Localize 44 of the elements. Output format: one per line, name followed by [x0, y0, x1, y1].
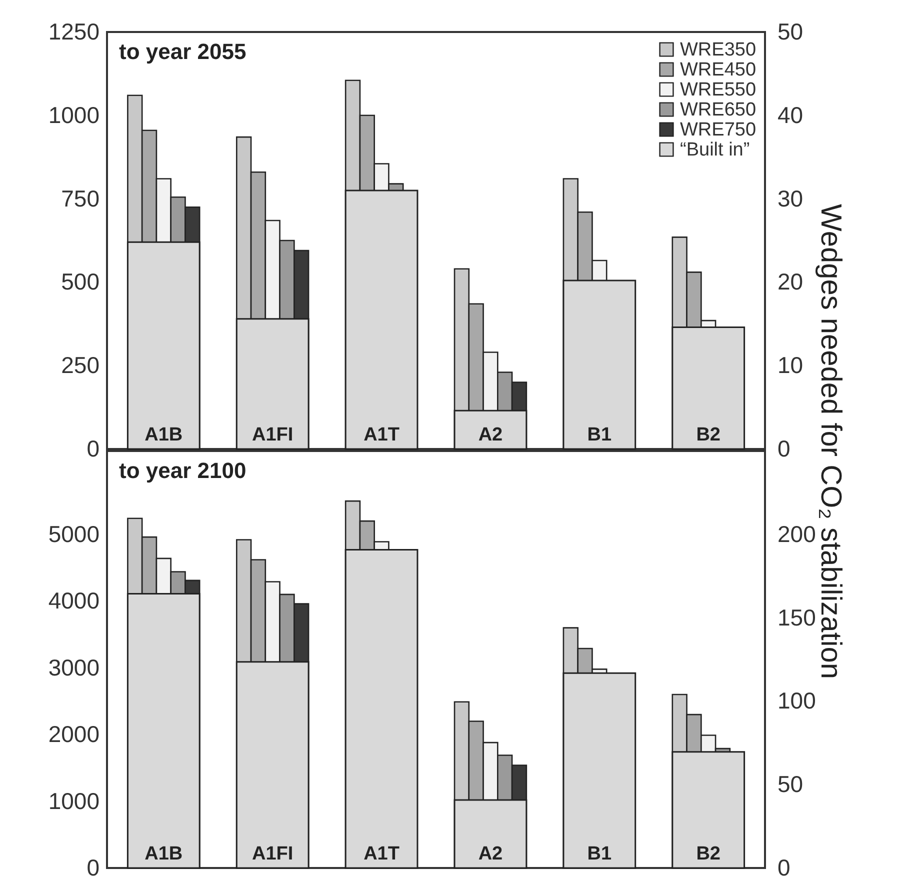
x-tick-label: B2 [696, 844, 720, 864]
y-tick-label: 1000 [48, 788, 100, 814]
y-tick-label: 4000 [48, 588, 100, 614]
x-tick-label: B1 [587, 424, 612, 446]
y-tick-label: 0 [86, 854, 100, 880]
y-tick-label: 0 [86, 436, 100, 462]
y-tick-label: 1000 [48, 102, 100, 128]
y2-tick-label: 40 [778, 102, 804, 128]
y-tick-label: 2000 [48, 721, 100, 748]
y2-tick-label: 10 [778, 352, 804, 378]
x-tick-label: A2 [478, 424, 503, 446]
y-tick-label: 1250 [48, 18, 100, 44]
x-tick-label: A1B [144, 844, 183, 864]
y2-tick-label: 0 [778, 854, 790, 880]
x-tick-label: A1B [144, 424, 183, 446]
legend-label: WRE350 [680, 40, 756, 60]
y-tick-label: 750 [61, 185, 100, 212]
legend-label: WRE650 [680, 100, 756, 120]
x-tick-label: A2 [478, 844, 503, 864]
y2-tick-label: 20 [778, 268, 804, 295]
y2-axis-title: Wedges needed for CO₂ stabilization [814, 204, 846, 679]
legend-label: WRE450 [680, 60, 756, 80]
legend-label: WRE550 [680, 80, 756, 100]
annotation: to year 2055 [119, 39, 246, 64]
y2-tick-label: 150 [778, 604, 816, 630]
legend-label: WRE750 [680, 120, 756, 140]
x-tick-label: B1 [587, 844, 612, 864]
y-tick-label: 3000 [48, 654, 100, 680]
legend-label: “Built in” [680, 140, 750, 160]
x-tick-label: A1FI [252, 844, 294, 864]
x-tick-label: A1T [364, 844, 400, 864]
y-tick-label: 500 [61, 268, 100, 295]
y2-tick-label: 50 [778, 771, 804, 798]
y2-tick-label: 200 [778, 520, 816, 547]
annotation: to year 2100 [119, 458, 246, 483]
y2-tick-label: 50 [778, 18, 804, 44]
y2-tick-label: 100 [778, 688, 816, 714]
y2-tick-label: 30 [778, 185, 804, 212]
y2-tick-label: 0 [778, 436, 790, 462]
x-tick-label: B2 [696, 424, 720, 446]
x-tick-label: A1T [364, 424, 400, 446]
x-tick-label: A1FI [252, 424, 294, 446]
y-tick-label: 250 [61, 352, 100, 378]
y-tick-label: 5000 [48, 520, 100, 547]
